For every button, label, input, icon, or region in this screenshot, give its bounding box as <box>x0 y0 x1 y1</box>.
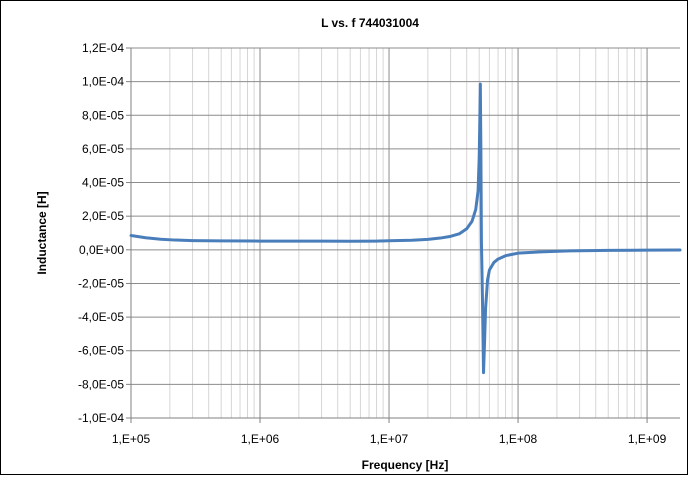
x-axis-title: Frequency [Hz] <box>362 458 449 472</box>
x-tick-label: 1,E+05 <box>112 432 151 446</box>
y-tick-label: 1,2E-04 <box>82 41 124 55</box>
y-tick-label: 0,0E+00 <box>79 243 124 257</box>
y-tick-label: 8,0E-05 <box>82 108 124 122</box>
y-tick-label: 2,0E-05 <box>82 209 124 223</box>
series-layer <box>129 82 682 375</box>
y-tick-label: -4,0E-05 <box>78 310 124 324</box>
y-tick-label: -2,0E-05 <box>78 276 124 290</box>
plot-area <box>131 48 680 418</box>
x-tick-labels: 1,E+05 1,E+06 1,E+07 1,E+08 1,E+09 <box>112 432 667 446</box>
x-tick-label: 1,E+06 <box>241 432 280 446</box>
y-tick-label: 6,0E-05 <box>82 142 124 156</box>
y-tick-label: 4,0E-05 <box>82 176 124 190</box>
y-tick-label: -1,0E-04 <box>78 411 124 425</box>
y-axis-title: Inductance [H] <box>35 191 49 274</box>
y-tick-label: -6,0E-05 <box>78 344 124 358</box>
y-tick-label: 1,0E-04 <box>82 75 124 89</box>
minor-gridlines <box>169 48 642 418</box>
x-tick-label: 1,E+09 <box>628 432 667 446</box>
chart-title: L vs. f 744031004 <box>321 16 419 30</box>
major-gridlines <box>126 47 680 423</box>
x-tick-label: 1,E+07 <box>370 432 409 446</box>
y-tick-label: -8,0E-05 <box>78 377 124 391</box>
y-tick-labels: 1,2E-04 1,0E-04 8,0E-05 6,0E-05 4,0E-05 2,0E-… <box>78 41 124 425</box>
series-line <box>129 82 682 375</box>
x-tick-label: 1,E+08 <box>499 432 538 446</box>
